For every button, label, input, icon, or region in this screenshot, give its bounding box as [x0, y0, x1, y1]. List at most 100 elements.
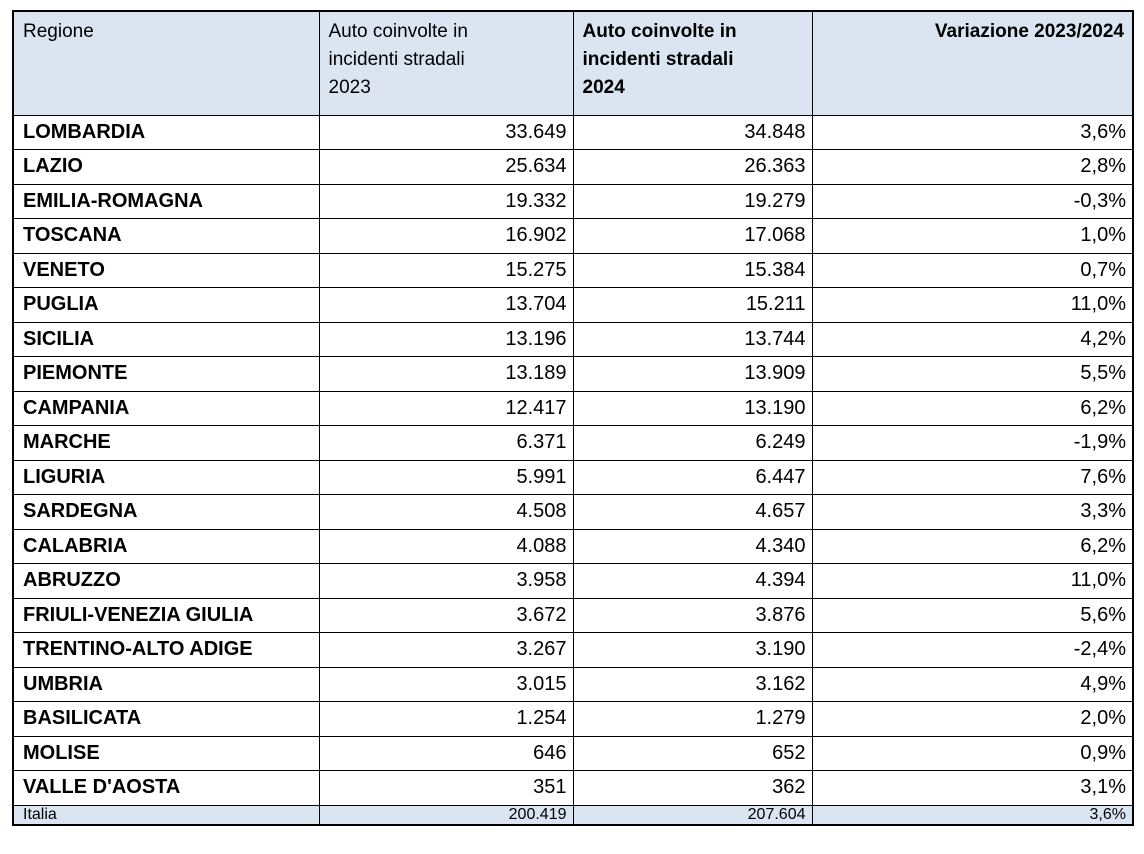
cell-variation: 11,0%	[811, 287, 1134, 323]
cell-region: TOSCANA	[12, 218, 320, 254]
total-2023: 200.419	[318, 804, 574, 825]
cell-region: VALLE D'AOSTA	[12, 770, 320, 806]
table-row: MARCHE 6.371 6.249 -1,9%	[12, 425, 1134, 461]
column-header-auto-2024: Auto coinvolte in incidenti stradali 202…	[572, 10, 813, 116]
cell-2024: 13.744	[572, 321, 813, 357]
cell-variation: 5,6%	[811, 597, 1134, 633]
cell-2023: 3.672	[318, 597, 574, 633]
cell-2024: 17.068	[572, 218, 813, 254]
cell-variation: 2,0%	[811, 701, 1134, 737]
cell-region: PIEMONTE	[12, 356, 320, 392]
cell-2024: 15.384	[572, 252, 813, 288]
cell-variation: -2,4%	[811, 632, 1134, 668]
cell-2023: 4.088	[318, 528, 574, 564]
cell-region: LOMBARDIA	[12, 114, 320, 150]
cell-2023: 4.508	[318, 494, 574, 530]
header-row: Regione Auto coinvolte in incidenti stra…	[12, 10, 1134, 116]
cell-variation: -0,3%	[811, 183, 1134, 219]
cell-region: UMBRIA	[12, 666, 320, 702]
cell-2024: 19.279	[572, 183, 813, 219]
total-variation: 3,6%	[811, 804, 1134, 825]
cell-variation: 5,5%	[811, 356, 1134, 392]
table-row: BASILICATA 1.254 1.279 2,0%	[12, 701, 1134, 737]
table-row: VALLE D'AOSTA 351 362 3,1%	[12, 770, 1134, 806]
cell-region: TRENTINO-ALTO ADIGE	[12, 632, 320, 668]
cell-region: FRIULI-VENEZIA GIULIA	[12, 597, 320, 633]
cell-variation: -1,9%	[811, 425, 1134, 461]
cell-region: MOLISE	[12, 735, 320, 771]
regions-accidents-table: Regione Auto coinvolte in incidenti stra…	[12, 10, 1134, 826]
table-row: FRIULI-VENEZIA GIULIA 3.672 3.876 5,6%	[12, 597, 1134, 633]
cell-2023: 351	[318, 770, 574, 806]
table-row: VENETO 15.275 15.384 0,7%	[12, 252, 1134, 288]
cell-variation: 1,0%	[811, 218, 1134, 254]
cell-2023: 646	[318, 735, 574, 771]
cell-2024: 34.848	[572, 114, 813, 150]
cell-2023: 3.267	[318, 632, 574, 668]
table-row: TRENTINO-ALTO ADIGE 3.267 3.190 -2,4%	[12, 632, 1134, 668]
table-row: SICILIA 13.196 13.744 4,2%	[12, 321, 1134, 357]
cell-region: BASILICATA	[12, 701, 320, 737]
total-label: Italia	[12, 804, 320, 825]
cell-variation: 2,8%	[811, 149, 1134, 185]
cell-region: SARDEGNA	[12, 494, 320, 530]
cell-2023: 13.189	[318, 356, 574, 392]
cell-2023: 3.958	[318, 563, 574, 599]
cell-2023: 5.991	[318, 459, 574, 495]
cell-variation: 4,2%	[811, 321, 1134, 357]
cell-region: CAMPANIA	[12, 390, 320, 426]
cell-2024: 13.909	[572, 356, 813, 392]
cell-2024: 3.876	[572, 597, 813, 633]
cell-2024: 3.162	[572, 666, 813, 702]
table-row: LIGURIA 5.991 6.447 7,6%	[12, 459, 1134, 495]
cell-2024: 26.363	[572, 149, 813, 185]
cell-variation: 6,2%	[811, 390, 1134, 426]
cell-region: LIGURIA	[12, 459, 320, 495]
cell-variation: 3,1%	[811, 770, 1134, 806]
cell-2023: 13.196	[318, 321, 574, 357]
table-row: SARDEGNA 4.508 4.657 3,3%	[12, 494, 1134, 530]
cell-2023: 19.332	[318, 183, 574, 219]
cell-region: VENETO	[12, 252, 320, 288]
cell-region: LAZIO	[12, 149, 320, 185]
cell-2024: 1.279	[572, 701, 813, 737]
cell-2024: 13.190	[572, 390, 813, 426]
cell-variation: 6,2%	[811, 528, 1134, 564]
cell-2023: 6.371	[318, 425, 574, 461]
cell-variation: 3,3%	[811, 494, 1134, 530]
table-row: ABRUZZO 3.958 4.394 11,0%	[12, 563, 1134, 599]
column-header-auto-2023: Auto coinvolte in incidenti stradali 202…	[318, 10, 574, 116]
cell-2024: 362	[572, 770, 813, 806]
cell-2023: 3.015	[318, 666, 574, 702]
cell-2024: 15.211	[572, 287, 813, 323]
cell-2023: 1.254	[318, 701, 574, 737]
table-header: Regione Auto coinvolte in incidenti stra…	[12, 10, 1134, 116]
table-footer: Italia 200.419 207.604 3,6%	[12, 804, 1134, 825]
cell-2024: 6.249	[572, 425, 813, 461]
cell-2024: 4.657	[572, 494, 813, 530]
table-row: PIEMONTE 13.189 13.909 5,5%	[12, 356, 1134, 392]
cell-2024: 4.394	[572, 563, 813, 599]
cell-region: SICILIA	[12, 321, 320, 357]
table-row: CAMPANIA 12.417 13.190 6,2%	[12, 390, 1134, 426]
cell-variation: 3,6%	[811, 114, 1134, 150]
cell-2023: 13.704	[318, 287, 574, 323]
cell-region: ABRUZZO	[12, 563, 320, 599]
cell-2024: 4.340	[572, 528, 813, 564]
cell-variation: 7,6%	[811, 459, 1134, 495]
cell-2024: 3.190	[572, 632, 813, 668]
cell-region: EMILIA-ROMAGNA	[12, 183, 320, 219]
cell-2023: 16.902	[318, 218, 574, 254]
cell-2023: 15.275	[318, 252, 574, 288]
cell-2023: 25.634	[318, 149, 574, 185]
cell-2023: 33.649	[318, 114, 574, 150]
total-row-italia: Italia 200.419 207.604 3,6%	[12, 804, 1134, 825]
cell-region: MARCHE	[12, 425, 320, 461]
cell-2024: 6.447	[572, 459, 813, 495]
table-row: MOLISE 646 652 0,9%	[12, 735, 1134, 771]
cell-variation: 4,9%	[811, 666, 1134, 702]
column-header-regione: Regione	[12, 10, 320, 116]
regions-accidents-table-container: Regione Auto coinvolte in incidenti stra…	[12, 10, 1134, 826]
cell-2023: 12.417	[318, 390, 574, 426]
table-row: CALABRIA 4.088 4.340 6,2%	[12, 528, 1134, 564]
